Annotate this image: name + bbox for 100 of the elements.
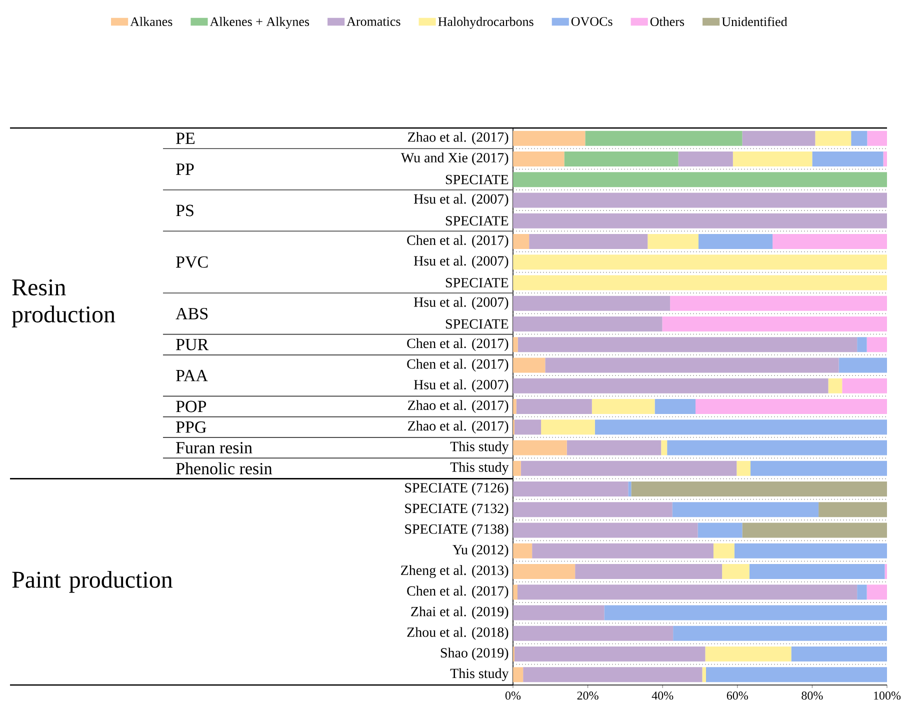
bar: [867, 130, 888, 146]
bar: [705, 646, 792, 662]
y-tick-label: Chen et al. (2017): [407, 358, 508, 372]
text: POP: [176, 400, 206, 412]
bar: [772, 234, 888, 249]
bar: [678, 151, 733, 166]
legend-label: Alkanes: [130, 16, 172, 26]
y-tick-label: Zhao et al. (2017): [408, 400, 508, 413]
bar: [518, 337, 858, 352]
bar: [545, 358, 839, 373]
x-tick-label: 0%: [505, 692, 521, 700]
y-tick-label: SPECIATE: [446, 216, 508, 226]
legend-label: Alkenes + Alkynes: [210, 16, 310, 29]
bar: [594, 420, 888, 435]
text: Phenolic resin: [176, 462, 272, 474]
text: ABS: [176, 308, 208, 320]
bar: [654, 399, 696, 414]
y-tick-label: SPECIATE: [446, 319, 508, 329]
legend-label: OVOCs: [571, 17, 612, 26]
bar: [513, 275, 888, 290]
x-tick-label: 20%: [577, 692, 598, 700]
x-tick-label: 40%: [652, 692, 674, 700]
bar: [513, 337, 518, 352]
legend-label: Aromatics: [346, 17, 400, 26]
text: PUR: [176, 338, 209, 350]
bar: [742, 522, 888, 538]
text: PVC: [176, 256, 208, 268]
y-tick-label: This study: [450, 668, 509, 682]
bar: [866, 337, 888, 352]
bar: [883, 151, 888, 166]
x-tick-label: 100%: [874, 692, 901, 700]
legend-label: Others: [650, 16, 684, 26]
y-tick-label: Yu (2012): [452, 544, 508, 558]
y-tick-label: Zhou et al. (2018): [407, 627, 508, 640]
y-tick-label: Zheng et al. (2013): [401, 565, 508, 578]
bar: [513, 522, 698, 538]
bar: [604, 605, 888, 620]
bar: [791, 646, 888, 662]
bar: [696, 399, 888, 414]
bar: [722, 564, 750, 580]
bar: [513, 399, 516, 414]
bar: [513, 296, 670, 311]
bar: [513, 667, 524, 682]
bar: [520, 460, 737, 476]
bar: [673, 626, 888, 641]
bar: [734, 543, 888, 558]
y-tick-label: SPECIATE (7138): [405, 524, 508, 537]
text: Furan resin: [176, 442, 252, 454]
bar: [750, 460, 888, 476]
bar: [667, 440, 888, 456]
bar: [702, 667, 706, 682]
text: PPG: [176, 421, 206, 433]
bar: [513, 151, 564, 166]
text: Resin production: [12, 279, 116, 328]
bar: [513, 502, 672, 518]
y-tick-label: Chen et al. (2017): [407, 338, 508, 351]
text: PAA: [176, 370, 208, 382]
bar: [592, 399, 655, 414]
text: Paint production: [12, 570, 173, 593]
bar: [513, 460, 521, 476]
bar: [851, 130, 868, 146]
legend-label: Unidentified: [722, 16, 788, 26]
bar: [513, 172, 888, 188]
bar: [513, 626, 674, 641]
bar: [749, 564, 885, 580]
bar: [631, 482, 888, 497]
y-tick-label: Wu and Xie (2017): [400, 152, 508, 166]
text: PE: [176, 132, 195, 144]
y-tick-label: SPECIATE: [446, 174, 508, 184]
bar: [818, 502, 888, 518]
y-tick-label: Shao (2019): [440, 648, 508, 660]
text: PP: [176, 164, 194, 175]
bar: [857, 337, 867, 352]
text: PS: [176, 204, 194, 216]
bar: [566, 440, 662, 456]
bar: [706, 667, 888, 682]
bar: [513, 358, 546, 373]
bar: [529, 234, 648, 249]
bar: [513, 192, 888, 208]
y-tick-label: Zhao et al. (2017): [408, 420, 508, 434]
y-tick-label: Hsu et al. (2007): [414, 380, 508, 392]
bar: [514, 420, 542, 435]
bar: [648, 234, 699, 249]
legend-label: Halohydrocarbons: [438, 16, 534, 29]
y-tick-label: Chen et al. (2017): [407, 586, 508, 599]
y-tick-label: This study: [450, 462, 509, 475]
x-tick-label: 80%: [802, 692, 823, 700]
bar: [513, 543, 532, 558]
bar: [564, 151, 678, 166]
bar: [698, 522, 742, 538]
y-tick-label: Zhao et al. (2017): [408, 132, 508, 145]
bar: [857, 584, 867, 600]
bar: [575, 564, 722, 580]
bar: [514, 646, 706, 662]
bar: [736, 460, 750, 476]
bar: [670, 296, 888, 311]
bar: [732, 151, 812, 166]
bar: [513, 584, 518, 600]
bar: [866, 584, 888, 600]
y-tick-label: Hsu et al. (2007): [414, 296, 508, 310]
